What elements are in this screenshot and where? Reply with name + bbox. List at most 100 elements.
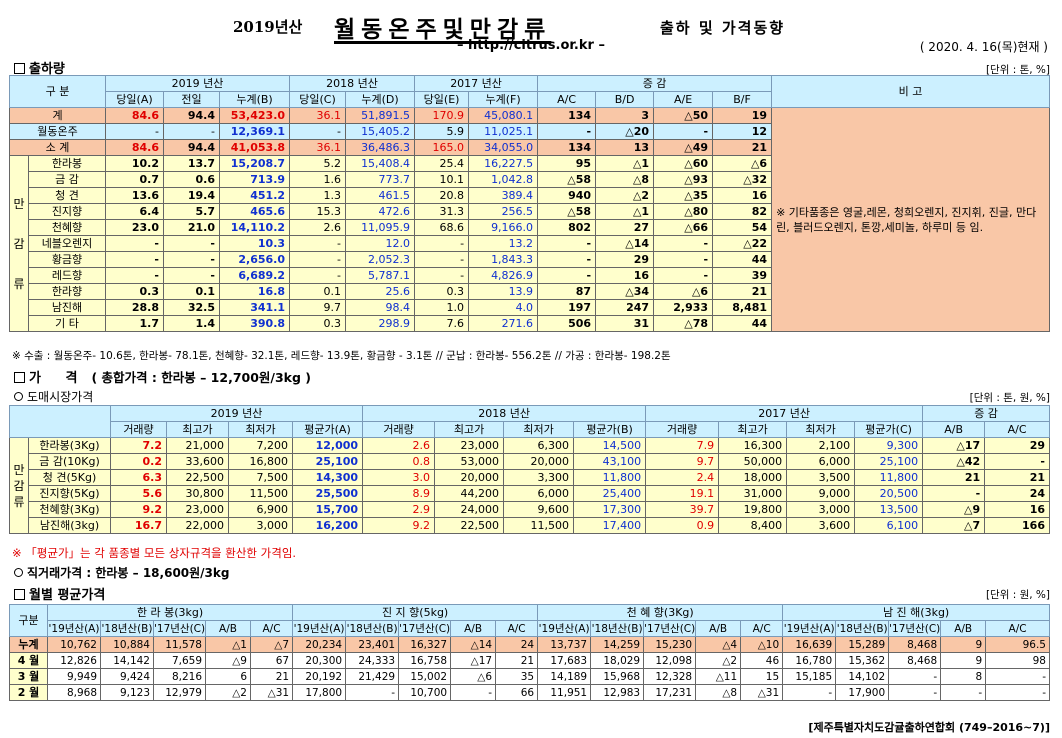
table-cell: - — [163, 251, 220, 268]
sub-header: '18년산(B) — [590, 620, 645, 637]
table-cell: 165.0 — [414, 139, 470, 156]
table-cell: 17,683 — [537, 652, 592, 669]
table-cell: 2.4 — [645, 469, 720, 486]
sub-header: '17년산(C) — [643, 620, 697, 637]
table-cell: △31 — [249, 684, 294, 701]
table-cell: △10 — [740, 636, 784, 653]
table-cell: 16,758 — [398, 652, 452, 669]
table-cell: 465.6 — [218, 203, 291, 220]
table-cell: 9,000 — [786, 485, 856, 502]
table-cell: 94.4 — [163, 139, 220, 156]
table-cell: 16,800 — [228, 453, 293, 470]
table-cell: 390.8 — [218, 315, 291, 332]
table-cell: 3,000 — [228, 517, 293, 534]
table-cell: 15,230 — [643, 636, 697, 653]
table-cell: 21 — [712, 139, 773, 156]
table-cell: △58 — [537, 171, 597, 188]
table-cell: 24 — [495, 636, 539, 653]
table-cell: 10.2 — [105, 155, 164, 172]
table-cell: 23.0 — [105, 219, 164, 236]
shipment-footnote: ※ 수출 : 월동온주- 10.6톤, 한라봉- 78.1톤, 천혜향- 32.… — [12, 350, 671, 362]
table-cell: 6,000 — [503, 485, 575, 502]
table-cell: △1 — [205, 636, 251, 653]
table-cell: 9,123 — [100, 684, 154, 701]
group-label: 만 감 류 — [9, 437, 29, 534]
table-cell: 20,000 — [503, 453, 575, 470]
table-cell: 67 — [249, 652, 294, 669]
table-cell: - — [888, 668, 942, 685]
sub-header: A/C — [495, 620, 539, 637]
table-cell: 24,000 — [434, 501, 505, 518]
table-cell: 19.4 — [163, 187, 220, 204]
sub-header: 평균가(C) — [854, 421, 924, 438]
table-cell: 15,289 — [835, 636, 890, 653]
table-cell: 31,000 — [718, 485, 788, 502]
sub-header: 평균가(A) — [291, 421, 364, 438]
table-cell: 46 — [740, 652, 784, 669]
table-cell: 94.4 — [163, 107, 220, 124]
table-cell: △20 — [595, 123, 655, 140]
page-subtitle: 출하 및 가격동향 — [660, 19, 786, 37]
sub-header: 당일(E) — [414, 91, 470, 108]
table-cell: 25.4 — [414, 155, 470, 172]
table-cell: △14 — [595, 235, 655, 252]
table-cell: 15,185 — [782, 668, 837, 685]
table-cell: 2,100 — [786, 437, 856, 454]
sub-header: '19년산(A) — [537, 620, 592, 637]
table-cell: 1,042.8 — [468, 171, 539, 188]
table-cell: 11,800 — [854, 469, 924, 486]
table-row: 4 월 12,826 14,142 7,659 △9 67 20,300 24,333 16,7… — [9, 652, 1050, 669]
table-cell: △42 — [922, 453, 986, 470]
table-cell: 15,208.7 — [218, 155, 291, 172]
table-cell: - — [414, 267, 470, 284]
table-cell: 25,400 — [573, 485, 647, 502]
table-cell: 21 — [922, 469, 986, 486]
table-cell: 2.6 — [289, 219, 347, 236]
table-cell: - — [105, 123, 164, 140]
table-cell: △1 — [595, 155, 655, 172]
table-cell: - — [922, 485, 986, 502]
wholesale-subtitle: 도매시장가격 — [14, 388, 93, 405]
row-label: 남진해 — [28, 299, 106, 316]
group-label: 만 감 류 — [9, 155, 29, 332]
row-label: 한라봉(3Kg) — [28, 437, 111, 454]
table-row: 진지향(5Kg) 5.6 30,800 11,500 25,500 8.9 44,200 6,… — [10, 485, 1050, 502]
table-cell: - — [653, 235, 714, 252]
monthly-price-table: 구분 한 라 봉(3kg) 진 지 향(5kg) 천 혜 향(3Kg) 남 진 해(3k… — [9, 604, 1050, 701]
sub-header: 전일 — [163, 91, 220, 108]
sub-header: 거래량 — [362, 421, 436, 438]
table-row: 소 계 84.6 94.4 41,053.8 36.1 36,486.3 165.0 34,0… — [9, 139, 1050, 156]
table-cell: 20,500 — [854, 485, 924, 502]
table-cell: - — [414, 235, 470, 252]
table-cell: △58 — [537, 203, 597, 220]
table-cell: 197 — [537, 299, 597, 316]
site-url-link[interactable]: – http://citrus.or.kr – — [457, 38, 605, 53]
table-cell: - — [537, 251, 597, 268]
table-cell: △17 — [922, 437, 986, 454]
year-2018-header: 2018 년산 — [362, 405, 647, 422]
table-cell: 1,843.3 — [468, 251, 539, 268]
table-cell: 341.1 — [218, 299, 291, 316]
sub-header: '19년산(A) — [47, 620, 101, 637]
table-cell: △11 — [695, 668, 742, 685]
table-cell: 16,200 — [291, 517, 364, 534]
sub-header: 당일(A) — [105, 91, 164, 108]
table-cell: 33,600 — [166, 453, 229, 470]
table-cell: 16,639 — [782, 636, 837, 653]
table-cell: △2 — [695, 652, 742, 669]
sub-header: A/B — [922, 421, 986, 438]
table-cell: 14,110.2 — [218, 219, 291, 236]
table-cell: 36,486.3 — [345, 139, 416, 156]
table-cell: △78 — [653, 315, 714, 332]
table-cell: - — [105, 267, 164, 284]
table-cell: 134 — [537, 139, 597, 156]
year-label: 2019년산 — [233, 18, 303, 36]
table-cell: 8,481 — [712, 299, 773, 316]
table-cell: 5,787.1 — [345, 267, 416, 284]
table-cell: 12,328 — [643, 668, 697, 685]
table-cell: 0.1 — [163, 283, 220, 300]
table-cell: 98.4 — [345, 299, 416, 316]
table-cell: △7 — [922, 517, 986, 534]
table-cell: 53,423.0 — [218, 107, 291, 124]
table-cell: 12.0 — [345, 235, 416, 252]
